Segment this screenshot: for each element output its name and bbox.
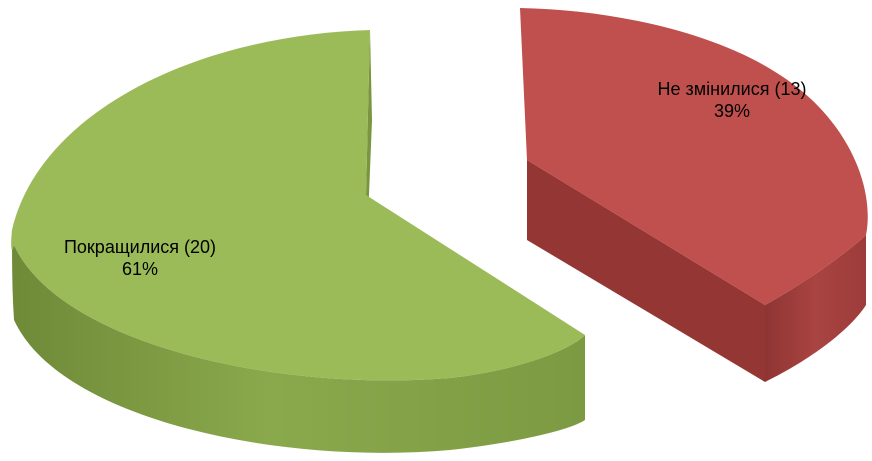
data-label-improved-name: Покращилися (20)	[63, 237, 217, 257]
data-label-unchanged-percent: 39%	[713, 101, 751, 121]
pie-slice-unchanged-side	[765, 235, 866, 382]
pie-slice-unchanged-cut-face	[527, 160, 765, 382]
pie-slice-improved-side	[12, 230, 585, 453]
pie-slice-unchanged	[520, 8, 868, 382]
pie-slice-improved	[11, 30, 586, 453]
data-label-improved-percent: 61%	[121, 259, 159, 279]
data-label-unchanged-name: Не змінилися (13)	[657, 79, 807, 99]
pie-slice-improved-top	[11, 30, 586, 381]
data-label-improved: Покращилися (20) 61%	[20, 236, 260, 280]
pie-slice-unchanged-top	[520, 8, 868, 305]
data-label-unchanged: Не змінилися (13) 39%	[612, 78, 852, 122]
